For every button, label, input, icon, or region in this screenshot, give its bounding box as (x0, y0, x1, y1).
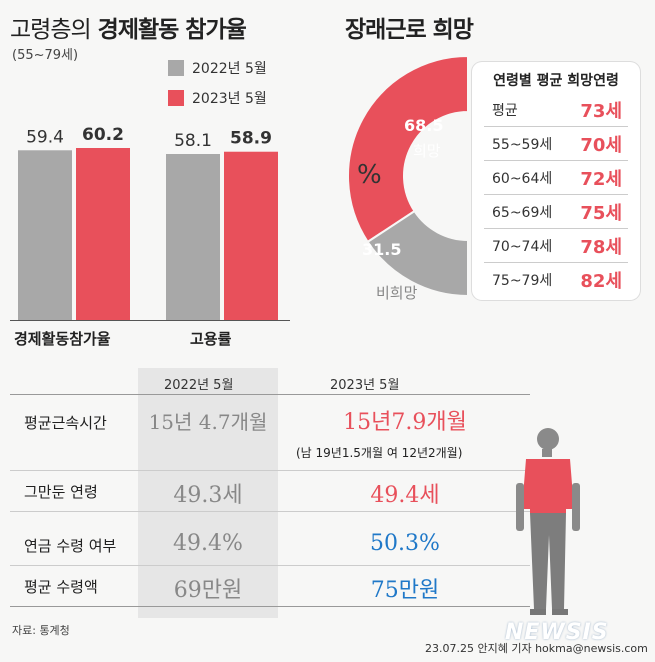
bar-2023-2 (224, 151, 278, 320)
info-age: 65~69세 (492, 205, 553, 221)
bar-2022-1 (18, 150, 72, 320)
table-2022-column-bg (138, 368, 278, 618)
info-age: 평균 (492, 103, 518, 119)
x-axis-line (10, 320, 290, 321)
table-row: 연금 수령 여부 49.4% 50.3% (10, 525, 530, 566)
table-header-line (10, 394, 530, 395)
bar-2023-1 (76, 148, 130, 320)
info-value: 82세 (580, 271, 622, 292)
chart-title: 고령층의 경제활동 참가율 (10, 10, 247, 44)
bar-value-label: 58.9 (230, 129, 272, 149)
info-age: 75~79세 (492, 273, 553, 289)
row-label: 그만둔 연령 (24, 483, 98, 501)
hope-value: 68.5 (404, 116, 444, 135)
title-part-2: 경제활동 참가율 (97, 17, 247, 43)
row-label: 평균근속시간 (24, 414, 107, 432)
info-box-title: 연령별 평균 희망연령 (493, 73, 619, 89)
row-value-2022: 49.4% (173, 531, 243, 556)
info-value: 73세 (580, 101, 622, 122)
legend-swatch-2023 (168, 90, 184, 106)
table-row: 평균근속시간 15년 4.7개월 15년7.9개월 (남 19년1.5개월 여 … (10, 396, 530, 471)
info-row: 75~79세 82세 (484, 262, 628, 296)
info-value: 72세 (580, 169, 622, 190)
info-row: 55~59세 70세 (484, 126, 628, 161)
info-age: 70~74세 (492, 239, 553, 255)
donut-title: 장래근로 희망 (345, 17, 474, 43)
info-row: 60~64세 72세 (484, 160, 628, 195)
bar-value-label: 60.2 (82, 125, 124, 145)
newsis-watermark: NEWSIS (505, 620, 609, 645)
info-value: 70세 (580, 135, 622, 156)
bar-2022-2 (166, 154, 220, 320)
row-value-2023: 15년7.9개월 (343, 410, 467, 435)
legend-2022: 2022년 5월 (168, 58, 267, 78)
bar-value-label: 59.4 (26, 127, 64, 147)
legend-2023: 2023년 5월 (168, 88, 267, 108)
legend-swatch-2022 (168, 60, 184, 76)
source-note: 자료: 통계청 (12, 624, 70, 637)
donut-slice-nohope (366, 209, 469, 298)
row-value-2022: 49.3세 (173, 483, 243, 508)
legend-label-2023: 2023년 5월 (192, 91, 267, 107)
info-row: 70~74세 78세 (484, 228, 628, 263)
table-header-2022: 2022년 5월 (164, 378, 234, 393)
table-row: 평균 수령액 69만원 75만원 (10, 566, 530, 607)
table-header-2023: 2023년 5월 (330, 378, 400, 393)
row-value-2023: 75만원 (370, 578, 440, 603)
row-label: 평균 수령액 (24, 578, 98, 596)
info-value: 78세 (580, 237, 622, 258)
bar-value-label: 58.1 (174, 131, 212, 151)
hope-label: 희망 (413, 142, 441, 160)
info-row: 65~69세 75세 (484, 194, 628, 229)
category-label-1: 경제활동참가율 (14, 330, 111, 348)
chart-subtitle: (55~79세) (12, 48, 79, 63)
donut-center-label: % (357, 160, 382, 190)
row-value-2022: 15년 4.7개월 (148, 410, 268, 434)
bar-chart: 59.4 58.1 60.2 58.9 (18, 125, 278, 320)
nohope-label: 비희망 (376, 284, 418, 302)
row-value-2022: 69만원 (173, 578, 243, 603)
info-row: 평균 73세 (484, 92, 628, 127)
title-part-1: 고령층의 (10, 17, 92, 43)
category-label-2: 고용률 (190, 330, 232, 348)
age-info-box: 연령별 평균 희망연령 평균 73세 55~59세 70세 60~64세 72세… (472, 62, 640, 300)
info-age: 60~64세 (492, 171, 553, 187)
nohope-value: 31.5 (362, 240, 402, 259)
donut-slice-hope (347, 54, 469, 244)
table-row: 그만둔 연령 49.3세 49.4세 (10, 471, 530, 512)
row-value-2023: 49.4세 (370, 483, 440, 508)
elderly-man-illustration (516, 428, 580, 615)
credit-line: 23.07.25 안지혜 기자 hokma@newsis.com (425, 642, 648, 655)
row-note: (남 19년1.5개월 여 12년2개월) (296, 446, 463, 460)
legend-label-2022: 2022년 5월 (192, 61, 267, 77)
row-value-2023: 50.3% (370, 531, 440, 556)
donut-chart (347, 54, 469, 298)
info-age: 55~59세 (492, 137, 553, 153)
info-value: 75세 (580, 203, 622, 224)
row-label: 연금 수령 여부 (24, 537, 117, 555)
